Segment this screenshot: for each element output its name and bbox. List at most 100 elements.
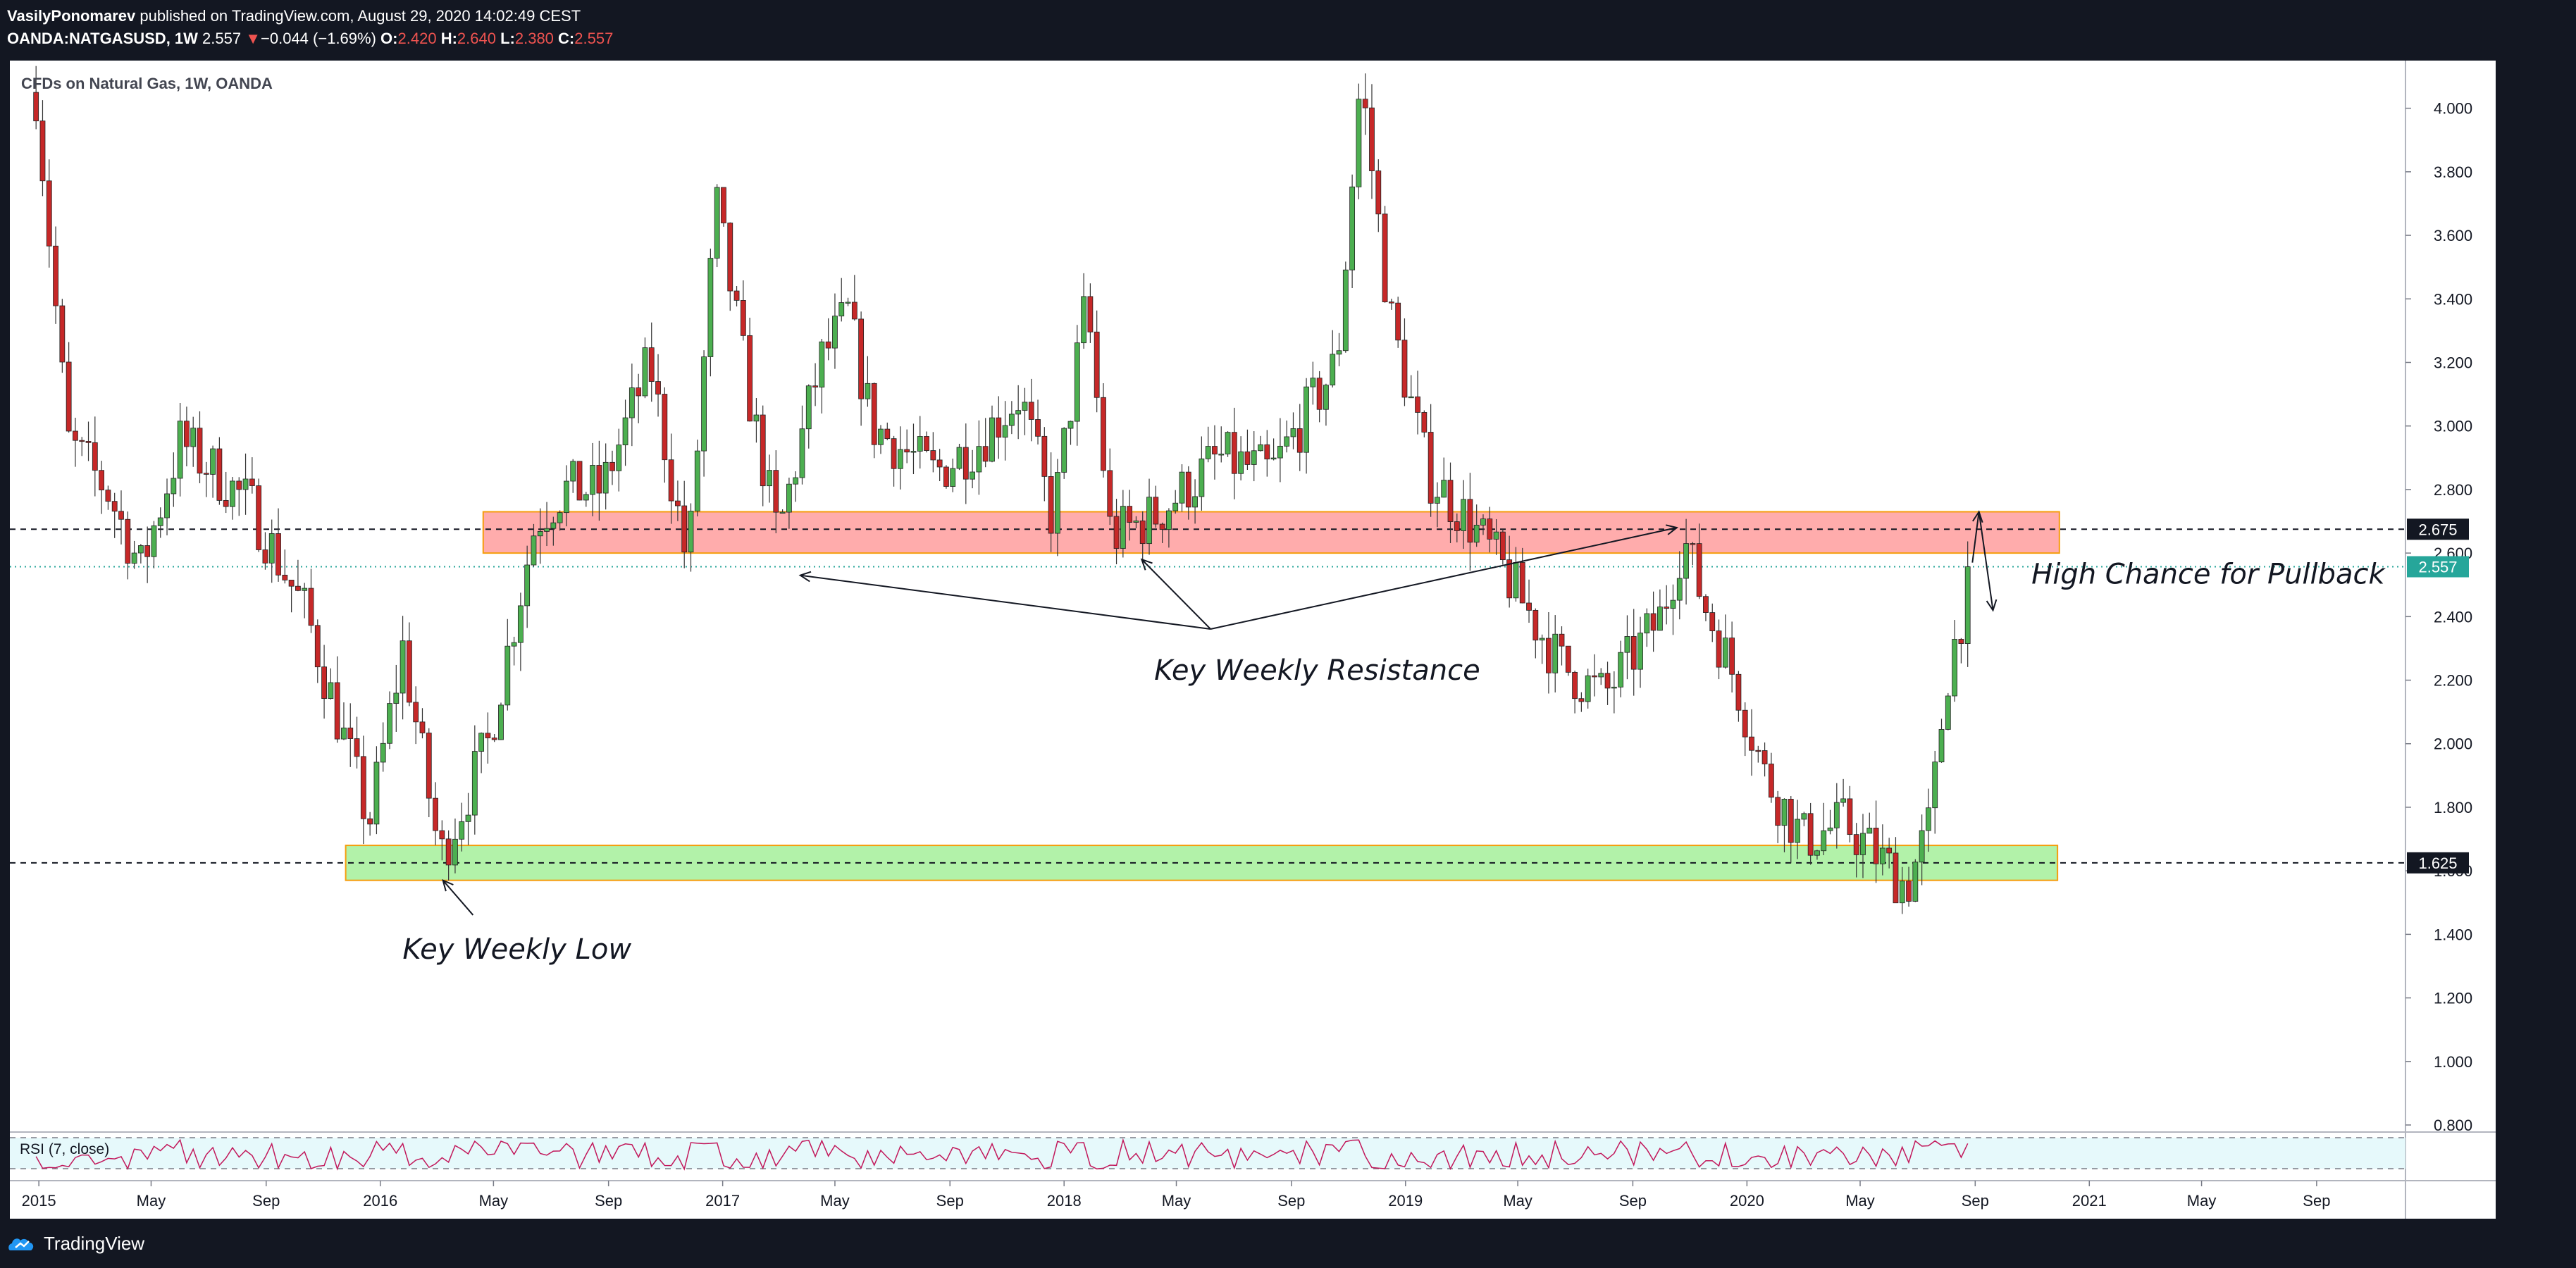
candle-body — [970, 471, 976, 480]
level-price-badge — [2407, 518, 2469, 540]
x-tick-label: Sep — [595, 1192, 622, 1210]
candle-body — [1860, 833, 1866, 855]
candle-body — [773, 470, 779, 513]
candle-body — [1179, 471, 1185, 504]
candle-body — [622, 417, 628, 446]
candle-body — [1113, 516, 1120, 549]
change-down-icon: ▼ — [245, 30, 261, 47]
candle-body — [426, 733, 432, 799]
candle-body — [1401, 340, 1408, 398]
publish-info: published on TradingView.com, August 29,… — [140, 7, 581, 25]
candle-body — [341, 727, 347, 740]
candle-body — [1139, 520, 1146, 545]
candle-body — [1795, 819, 1800, 843]
price-chart[interactable]: 4.0003.8003.6003.4003.2003.0002.8002.600… — [10, 61, 2496, 1219]
candle-body — [1650, 613, 1657, 631]
candle-body — [1624, 636, 1630, 653]
candle-body — [1644, 613, 1650, 634]
candle-body — [576, 461, 583, 501]
candle-body — [668, 459, 674, 502]
candle-body — [1048, 476, 1054, 534]
symbol-label[interactable]: OANDA:NATGASUSD, 1W — [7, 30, 198, 47]
candle-body — [1244, 451, 1251, 465]
candle-body — [1225, 432, 1231, 454]
rsi-line — [35, 1138, 1969, 1171]
candle-body — [714, 187, 720, 259]
candle-body — [943, 466, 949, 487]
chart-header: VasilyPonomarev published on TradingView… — [0, 0, 2576, 61]
candle-body — [105, 490, 111, 502]
candle-body — [1369, 107, 1375, 171]
candle-body — [642, 347, 648, 397]
candle-body — [491, 738, 497, 740]
candle-body — [262, 549, 268, 564]
tradingview-brand[interactable]: TradingView — [8, 1233, 144, 1255]
candle-body — [1833, 802, 1840, 828]
candle-body — [1133, 520, 1139, 523]
candle-body — [1572, 671, 1578, 700]
candle-body — [590, 465, 595, 495]
candle-body — [1447, 480, 1454, 522]
candle-body — [962, 447, 969, 480]
x-tick-label: 2016 — [363, 1192, 397, 1210]
level-price-label: 2.675 — [2418, 521, 2457, 538]
candle-body — [1670, 599, 1676, 609]
candle-body — [1022, 402, 1028, 411]
candle-body — [1749, 736, 1754, 751]
x-tick-label: 2018 — [1047, 1192, 1082, 1210]
candle-body — [904, 449, 910, 453]
candle-body — [891, 438, 897, 469]
candle-body — [1342, 269, 1349, 352]
candle-body — [819, 341, 825, 388]
price-axis — [2405, 61, 2496, 1219]
level-price-label: 2.557 — [2418, 559, 2457, 576]
candle-body — [1467, 499, 1473, 543]
candle-body — [1565, 645, 1571, 673]
candle-body — [805, 385, 812, 430]
candle-body — [1886, 847, 1893, 854]
candle-body — [675, 500, 681, 506]
x-tick-label: May — [820, 1192, 850, 1210]
candle-body — [1362, 99, 1368, 108]
candle-body — [616, 445, 622, 471]
candle-body — [360, 756, 366, 819]
candle-body — [1199, 458, 1205, 497]
chart-area[interactable]: 4.000 3.800 3.600 3.400 3.200 3.000 2.800 2.600… — [10, 61, 2496, 1219]
candle-body — [354, 738, 360, 757]
candle-body — [694, 450, 700, 511]
candle-body — [1735, 673, 1742, 711]
y-tick-label: 3.400 — [2434, 290, 2472, 308]
annotation-arrow — [1141, 559, 1211, 630]
x-tick-label: 2015 — [22, 1192, 56, 1210]
candle-body — [1676, 578, 1683, 601]
candle-body — [137, 545, 144, 554]
candle-body — [302, 588, 308, 591]
candle-body — [1926, 807, 1931, 831]
candle-body — [884, 428, 891, 440]
candle-body — [1919, 830, 1925, 863]
candle-body — [1480, 518, 1486, 526]
candle-body — [583, 494, 589, 501]
y-tick-label: 2.200 — [2434, 672, 2472, 690]
annotation-label: Key Weekly Low — [402, 933, 631, 966]
candle-body — [1964, 566, 1971, 644]
candle-body — [66, 361, 72, 432]
candle-body — [1395, 302, 1401, 341]
candle-body — [39, 120, 46, 182]
candle-body — [1912, 862, 1919, 902]
candle-body — [1296, 428, 1303, 453]
candle-body — [662, 394, 668, 461]
candle-body — [1487, 518, 1493, 540]
candle-body — [871, 383, 877, 445]
candle-body — [1205, 446, 1211, 459]
candle-body — [1270, 457, 1277, 460]
author-name[interactable]: VasilyPonomarev — [7, 7, 136, 25]
candle-body — [242, 478, 249, 490]
candle-body — [1428, 432, 1434, 504]
candle-body — [452, 838, 458, 866]
level-price-badge — [2407, 852, 2469, 874]
candle-body — [996, 417, 1002, 438]
annotation-arrowhead — [798, 571, 812, 583]
candle-body — [99, 470, 105, 491]
candle-body — [413, 702, 419, 723]
